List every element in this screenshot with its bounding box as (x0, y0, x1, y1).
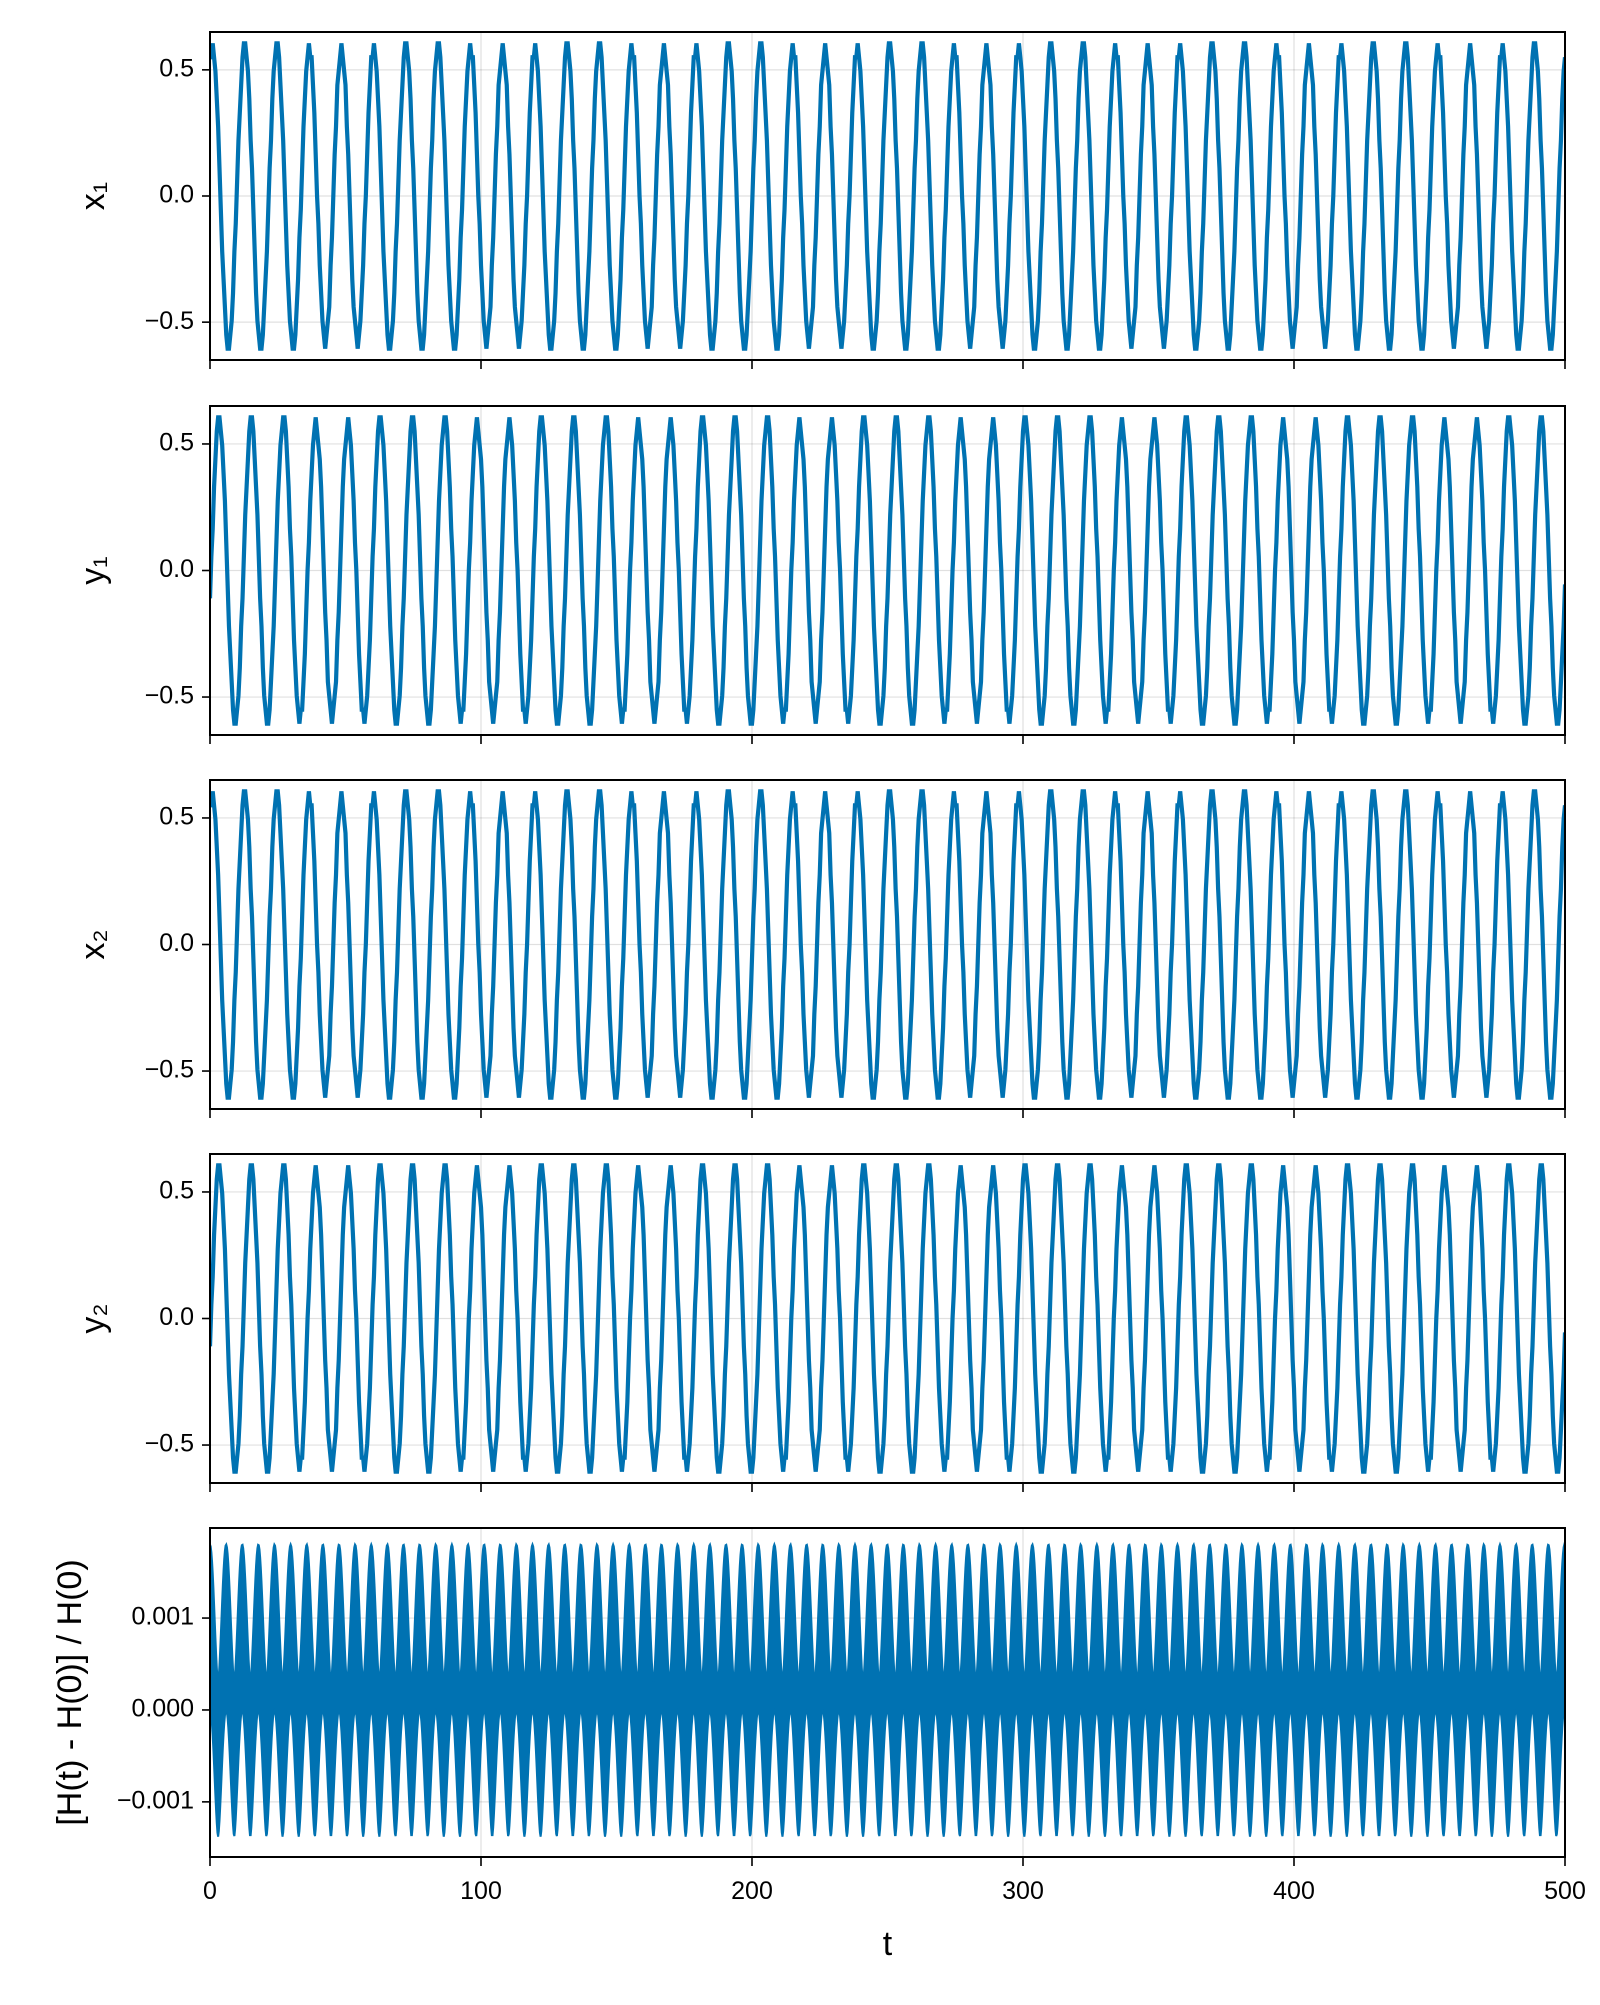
y-tick-label: 0.0 (159, 929, 194, 957)
y-tick-label: 0.0 (159, 555, 194, 583)
y-tick-label: −0.5 (145, 1430, 194, 1458)
x-tick-label: 0 (203, 1877, 217, 1905)
x-tick-label: 200 (731, 1877, 773, 1905)
y-axis-title: x₂ (74, 929, 112, 959)
y-tick-label: −0.001 (117, 1786, 194, 1814)
y-axis-title: y₂ (74, 1303, 112, 1333)
x-tick-label: 400 (1273, 1877, 1315, 1905)
plot-frame (209, 1527, 1566, 1858)
y-axis-title: y₁ (74, 556, 112, 584)
y-tick-label: 0.001 (131, 1603, 194, 1631)
y-tick-label: 0.5 (159, 803, 194, 831)
series-line (210, 415, 1565, 726)
y-tick-label: 0.0 (159, 181, 194, 209)
panel-1: −0.5 0.0 0.5 x₁ (74, 31, 1566, 369)
y-tick-label: 0.5 (159, 1177, 194, 1205)
x-axis-title: t (883, 1925, 893, 1963)
panel-5: −0.001 0.000 0.001 0 100 200 300 400 500 [H(t) - … (51, 1527, 1586, 1963)
x-tick-label: 100 (460, 1877, 502, 1905)
x-tick-label: 300 (1002, 1877, 1044, 1905)
y-tick-label: 0.5 (159, 429, 194, 457)
y-tick-label: 0.000 (131, 1695, 194, 1723)
y-axis-title: x₁ (74, 182, 112, 210)
y-tick-label: −0.5 (145, 682, 194, 710)
series-line (210, 41, 1565, 351)
series-line (210, 1163, 1565, 1474)
series-line (210, 789, 1565, 1100)
panel-4: −0.5 0.0 0.5 y₂ (74, 1153, 1566, 1492)
y-axis-title: [H(t) - H(0)] / H(0) (51, 1559, 89, 1825)
panel-2: −0.5 0.0 0.5 y₁ (74, 405, 1566, 744)
panel-3: −0.5 0.0 0.5 x₂ (74, 779, 1566, 1118)
x-tick-label: 500 (1544, 1877, 1586, 1905)
series-area (210, 1541, 1565, 1837)
y-tick-label: 0.5 (159, 54, 194, 82)
y-tick-label: −0.5 (145, 307, 194, 335)
y-tick-label: 0.0 (159, 1303, 194, 1331)
y-tick-label: −0.5 (145, 1056, 194, 1084)
